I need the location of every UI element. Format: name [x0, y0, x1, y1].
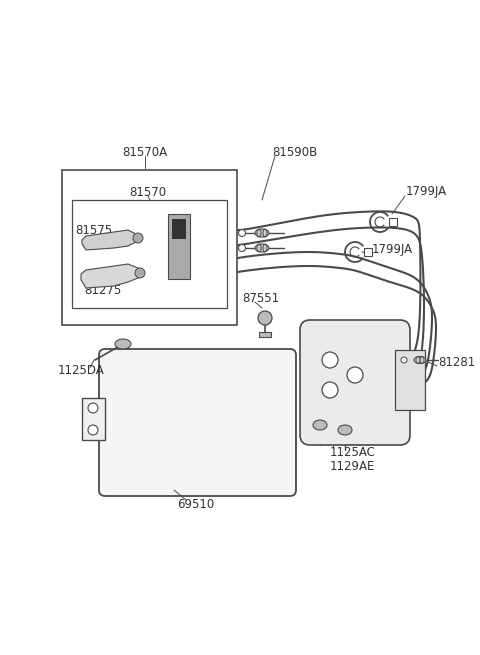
Circle shape	[133, 233, 143, 243]
Circle shape	[239, 244, 245, 252]
Circle shape	[322, 382, 338, 398]
Bar	[364, 248, 372, 256]
Text: 1799JA: 1799JA	[406, 185, 447, 198]
Bar	[62, 170, 237, 325]
Bar	[72, 200, 227, 308]
Text: 87551: 87551	[242, 291, 279, 305]
Circle shape	[135, 268, 145, 278]
FancyBboxPatch shape	[300, 320, 410, 445]
Ellipse shape	[313, 420, 327, 430]
Ellipse shape	[255, 244, 269, 252]
Ellipse shape	[255, 229, 269, 237]
Bar	[259, 332, 271, 337]
Ellipse shape	[414, 356, 426, 364]
Ellipse shape	[115, 339, 131, 349]
Bar	[172, 219, 186, 239]
FancyBboxPatch shape	[99, 349, 296, 496]
Bar	[395, 350, 425, 410]
Text: 1125AC: 1125AC	[330, 445, 376, 458]
Polygon shape	[81, 264, 138, 288]
Bar	[82, 398, 105, 440]
Text: 81281: 81281	[438, 356, 475, 369]
Polygon shape	[82, 230, 136, 250]
Text: 81570: 81570	[130, 185, 167, 198]
Bar	[389, 218, 397, 226]
Text: 1129AE: 1129AE	[330, 460, 375, 472]
Circle shape	[347, 367, 363, 383]
FancyBboxPatch shape	[168, 214, 190, 279]
Circle shape	[239, 229, 245, 236]
Text: 81570A: 81570A	[122, 145, 168, 159]
Circle shape	[258, 311, 272, 325]
Text: 81590B: 81590B	[272, 145, 318, 159]
Text: 81575: 81575	[75, 223, 112, 236]
Text: 69510: 69510	[178, 498, 215, 512]
Text: 81275: 81275	[84, 284, 121, 297]
Circle shape	[322, 352, 338, 368]
Circle shape	[88, 425, 98, 435]
Text: 1125DA: 1125DA	[58, 364, 105, 377]
Text: 1799JA: 1799JA	[372, 244, 413, 257]
Circle shape	[401, 357, 407, 363]
Circle shape	[88, 403, 98, 413]
Ellipse shape	[338, 425, 352, 435]
